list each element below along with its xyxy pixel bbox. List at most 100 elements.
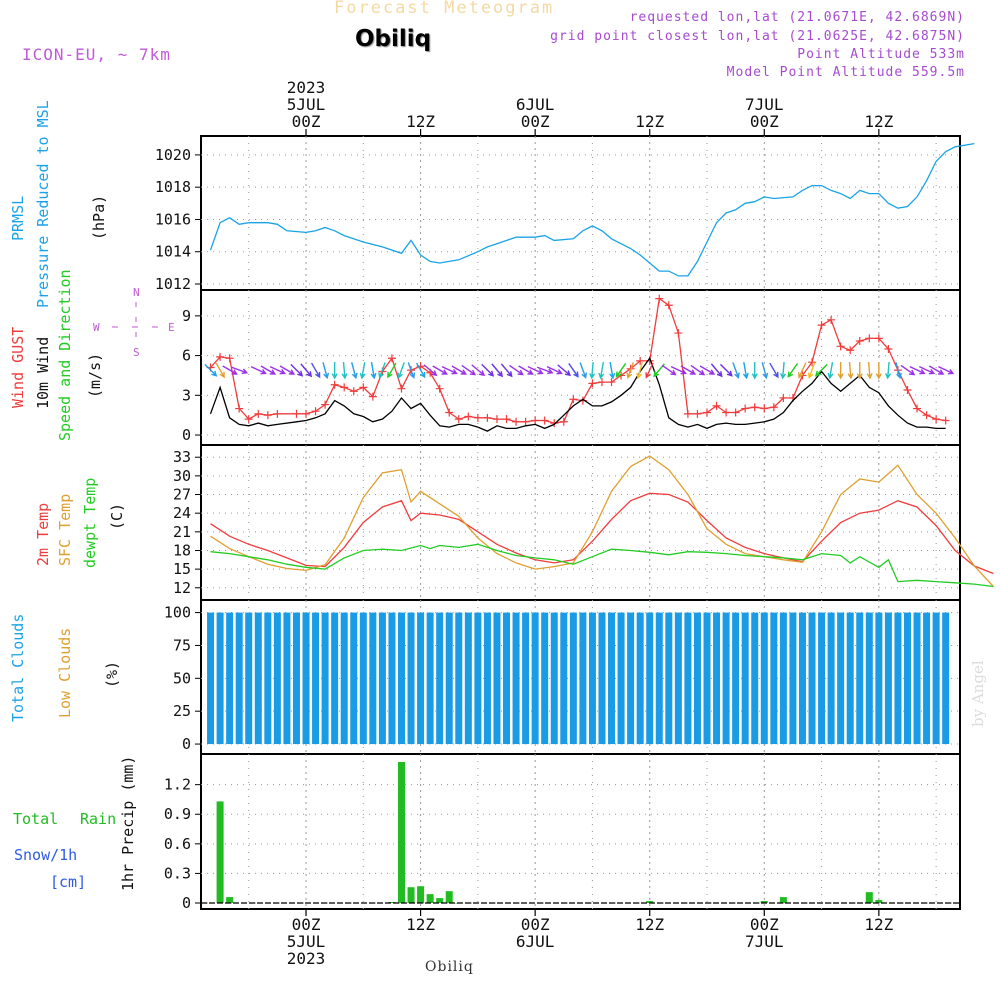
total-clouds-bar xyxy=(493,612,501,745)
total-clouds-bar xyxy=(245,612,253,745)
temperature-ytick-label: 12 xyxy=(173,579,191,597)
wind-direction-arrow xyxy=(568,363,579,378)
pressure-ytick-label: 1014 xyxy=(155,243,191,261)
gust-marker xyxy=(273,409,282,418)
wind-direction-arrow xyxy=(527,365,544,375)
gust-marker xyxy=(349,387,358,396)
wind-direction-arrow xyxy=(636,362,643,380)
gust-marker xyxy=(932,415,941,424)
gust-label: Wind GUST xyxy=(9,326,27,408)
bottom-time-label: 00Z xyxy=(521,915,550,934)
rain-bar xyxy=(455,903,463,904)
total-clouds-bar xyxy=(254,612,262,745)
pressure-unit-label: (hPa) xyxy=(90,194,108,240)
precip-ytick-label: 0.6 xyxy=(164,835,191,853)
total-clouds-bar xyxy=(903,612,911,745)
wind-direction-arrow xyxy=(518,365,534,375)
wind-direction-arrow xyxy=(378,362,386,379)
total-clouds-bar xyxy=(875,612,883,745)
wind10m-label: 10m Wind xyxy=(34,336,52,409)
total-clouds-bar xyxy=(273,612,281,745)
temperature-frame xyxy=(200,444,961,601)
gust-marker xyxy=(378,367,387,376)
precip-ytick-label: 0.3 xyxy=(164,864,191,882)
top-time-label: 2023 xyxy=(287,78,326,97)
wind-direction-arrow xyxy=(471,364,486,377)
gust-marker xyxy=(617,371,626,380)
rain-bar xyxy=(388,902,396,903)
total-clouds-bar xyxy=(837,612,845,745)
wind-frame xyxy=(200,289,961,446)
gust-marker xyxy=(884,344,893,353)
grid-point-coords: grid point closest lon,lat (21.0625E, 42… xyxy=(550,29,965,44)
wind-direction-arrow xyxy=(269,365,286,375)
wind-direction-arrow xyxy=(397,362,405,379)
wind-direction-arrow xyxy=(415,362,426,379)
total-clouds-bar xyxy=(703,612,711,745)
gust-marker xyxy=(855,337,864,346)
wind-direction-arrow xyxy=(279,365,296,375)
total-clouds-bar xyxy=(884,612,892,745)
compass-e: E xyxy=(168,321,175,334)
total-clouds-bar xyxy=(207,612,215,745)
gust-marker xyxy=(607,378,616,387)
gust-marker xyxy=(559,417,568,426)
gust-marker xyxy=(330,380,339,389)
total-clouds-bar xyxy=(827,612,835,745)
total-clouds-bar xyxy=(426,612,434,745)
total-clouds-bar xyxy=(923,612,931,745)
rain-bar xyxy=(417,886,425,903)
total-clouds-bar xyxy=(445,612,453,745)
wind-direction-arrow xyxy=(732,362,740,379)
gust-marker xyxy=(693,409,702,418)
wind-direction-arrow xyxy=(215,362,225,379)
total-clouds-bar xyxy=(732,612,740,745)
clouds-ytick-label: 75 xyxy=(173,636,191,654)
pressure-line-prmsl xyxy=(209,142,975,277)
wind-direction-arrow xyxy=(928,365,945,375)
gust-marker xyxy=(846,346,855,355)
gust-marker xyxy=(407,366,416,375)
temperature-line-dewpt-temp xyxy=(210,543,994,588)
rain-bar xyxy=(464,903,472,904)
gust-marker xyxy=(321,400,330,409)
total-clouds-bar xyxy=(302,612,310,745)
gust-marker xyxy=(435,384,444,393)
pressure-ytick-label: 1016 xyxy=(155,210,191,228)
temperature-ytick-label: 15 xyxy=(173,560,191,578)
wind-direction-arrow xyxy=(481,363,495,377)
clouds-ytick-label: 50 xyxy=(173,669,191,687)
rain-bar xyxy=(875,900,883,903)
wind-direction-arrow xyxy=(491,363,504,378)
total-clouds-bar xyxy=(665,612,673,745)
gust-marker xyxy=(473,413,482,422)
temperature-ytick-label: 21 xyxy=(173,523,191,541)
wind-direction-arrow xyxy=(461,364,477,376)
gust-marker xyxy=(387,354,396,363)
wind-direction-arrow xyxy=(856,362,863,380)
gust-marker xyxy=(836,342,845,351)
gust-marker xyxy=(502,415,511,424)
precip-frame xyxy=(200,753,961,910)
gust-marker xyxy=(416,362,425,371)
wind-line-10m-wind xyxy=(209,356,946,432)
total-clouds-bar xyxy=(627,612,635,745)
gust-marker xyxy=(903,386,912,395)
wind-ytick-label: 0 xyxy=(182,426,191,444)
total-clouds-bar xyxy=(455,612,463,745)
gust-marker xyxy=(578,396,587,405)
gust-marker xyxy=(760,404,769,413)
wind-direction-arrow xyxy=(598,362,605,380)
wind-direction-arrow xyxy=(423,364,438,377)
total-clouds-bar xyxy=(359,612,367,745)
wind-direction-arrow xyxy=(341,361,348,380)
wind-direction-arrow xyxy=(827,362,834,380)
wind-direction-arrow xyxy=(909,365,926,375)
total-clouds-bar xyxy=(283,612,291,745)
top-time-label: 00Z xyxy=(292,112,321,131)
total-clouds-bar xyxy=(770,612,778,745)
point-altitude: Point Altitude 533m xyxy=(797,47,965,62)
gust-marker xyxy=(206,363,215,372)
total-clouds-bar xyxy=(378,612,386,745)
